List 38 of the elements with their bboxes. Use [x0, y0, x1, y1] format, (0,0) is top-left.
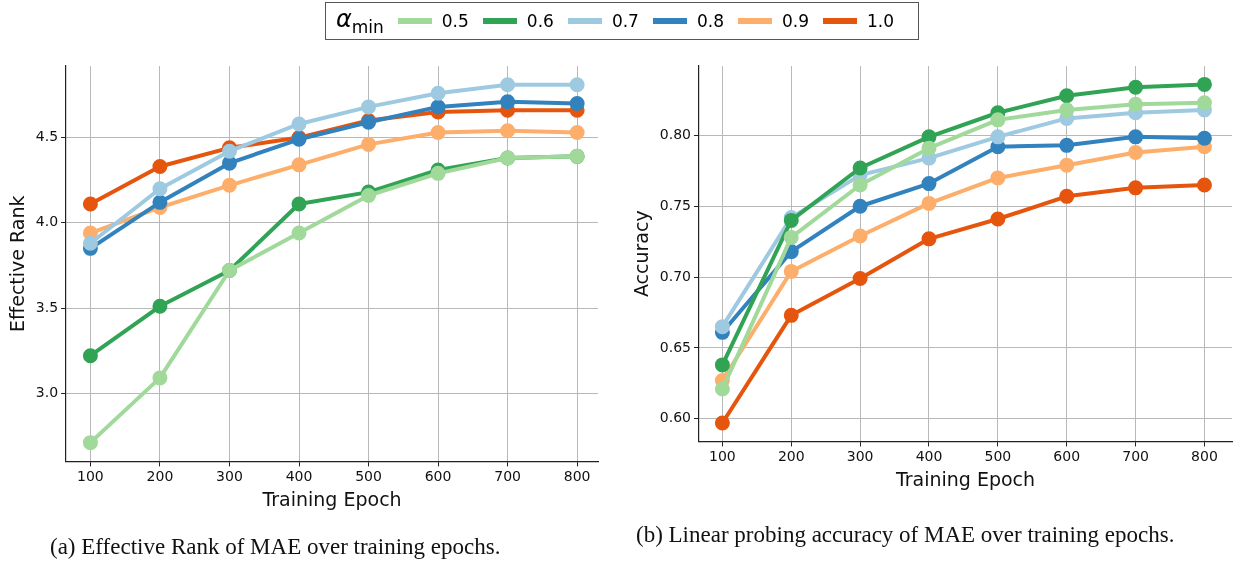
x-tick-label: 700 [494, 468, 521, 485]
text: (a) Effective Rank of MAE over training epochs. [50, 533, 502, 561]
y-tick-label: 0.70 [659, 267, 691, 284]
legend-label: 0.5 [441, 10, 469, 31]
x-tick-label: 600 [424, 468, 452, 485]
x-tick-label: 100 [77, 468, 104, 485]
y-tick-label: 0.60 [659, 409, 691, 426]
y-axis-title: Accuracy [630, 210, 653, 298]
y-tick-label: 0.75 [659, 196, 691, 213]
y-tick-label: 4.0 [35, 213, 59, 230]
legend-label: 0.6 [526, 10, 554, 31]
y-tick-label: 3.0 [35, 383, 59, 400]
y-tick-label: 0.65 [659, 338, 691, 355]
x-tick-label: 800 [563, 468, 591, 485]
x-tick-label: 300 [846, 448, 874, 465]
y-axis-title: Effective Rank [6, 195, 29, 332]
x-tick-label: 100 [709, 448, 736, 465]
legend-label: 0.7 [611, 10, 639, 31]
x-axis-title: Training Epoch [894, 467, 1036, 490]
text: (b) Linear probing accuracy of MAE over training epochs. [636, 521, 1176, 549]
x-tick-label: 200 [146, 468, 174, 485]
legend-label: 1.0 [867, 10, 895, 31]
x-tick-label: 400 [285, 468, 313, 485]
legend-label: 0.9 [781, 10, 810, 31]
x-tick-label: 400 [915, 448, 943, 465]
x-tick-label: 600 [1053, 448, 1081, 465]
y-tick-label: 3.5 [35, 298, 59, 315]
x-tick-label: 800 [1191, 448, 1218, 465]
x-tick-label: 200 [777, 448, 805, 465]
x-tick-label: 500 [984, 448, 1012, 465]
y-tick-label: 4.5 [35, 128, 59, 145]
x-tick-label: 300 [216, 468, 243, 485]
x-tick-label: 700 [1122, 448, 1149, 465]
legend-title: α$_{min}$ [335, 5, 384, 37]
x-axis-title: Training Epoch [261, 487, 402, 510]
x-tick-label: 500 [355, 468, 382, 485]
y-tick-label: 0.80 [659, 126, 691, 143]
legend-label: 0.8 [696, 10, 724, 31]
